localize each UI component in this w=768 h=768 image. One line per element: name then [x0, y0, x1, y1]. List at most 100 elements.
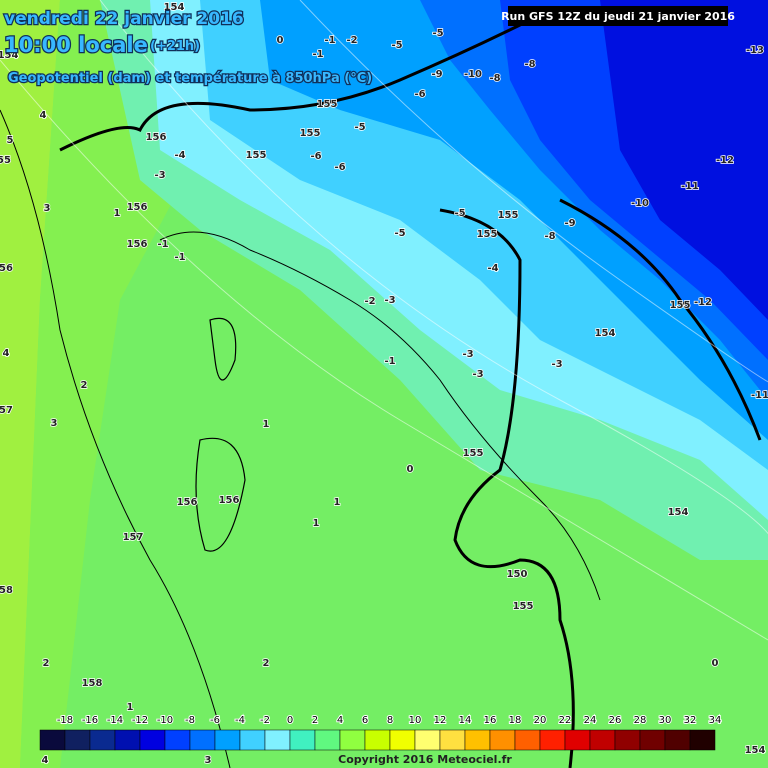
legend-label: 26 — [609, 715, 622, 726]
legend-label: -12 — [132, 715, 148, 726]
map-label: 1 — [114, 208, 121, 219]
legend-label: -8 — [185, 715, 195, 726]
map-label: 1 — [334, 497, 341, 508]
legend-label: -4 — [235, 715, 245, 726]
map-label: 5 — [7, 135, 14, 146]
legend-swatch — [414, 729, 441, 751]
legend-swatch — [189, 729, 216, 751]
map-label: -1 — [157, 239, 168, 250]
map-label: 58 — [0, 585, 13, 596]
legend-swatch — [89, 729, 116, 751]
legend-label: 34 — [709, 715, 722, 726]
legend-swatch — [614, 729, 641, 751]
map-label: 154 — [0, 50, 18, 61]
map-label: -5 — [394, 228, 405, 239]
legend-label: 32 — [684, 715, 697, 726]
map-label: 155 — [317, 99, 338, 110]
legend-label: 16 — [484, 715, 497, 726]
legend-label: 18 — [509, 715, 522, 726]
legend-label: -10 — [157, 715, 173, 726]
legend-swatch — [289, 729, 316, 751]
map-label: 155 — [513, 601, 534, 612]
field-warm2 — [20, 0, 300, 768]
legend-swatch — [139, 729, 166, 751]
legend-swatch — [164, 729, 191, 751]
map-label: -3 — [384, 295, 395, 306]
map-label: 2 — [263, 658, 270, 669]
offset: (+21h) — [150, 39, 200, 54]
legend-swatch — [264, 729, 291, 751]
legend-label: 4 — [337, 715, 343, 726]
map-label: -12 — [716, 155, 734, 166]
legend-swatch — [464, 729, 491, 751]
time-title: 10:00 locale — [4, 33, 148, 57]
map-label: -13 — [746, 45, 764, 56]
map-label: 155 — [463, 448, 484, 459]
map-label: 4 — [42, 755, 49, 766]
legend-label: 22 — [559, 715, 572, 726]
legend-label: -16 — [82, 715, 98, 726]
field-title: Geopotentiel (dam) et température à 850h… — [8, 71, 372, 86]
map-label: 57 — [0, 405, 13, 416]
map-label: 1 — [127, 702, 134, 713]
map-label: -11 — [751, 390, 768, 401]
map-label: -9 — [564, 218, 575, 229]
map-label: 156 — [146, 132, 167, 143]
map-label: 155 — [498, 210, 519, 221]
map-label: 154 — [164, 2, 185, 13]
legend-label: 20 — [534, 715, 547, 726]
legend-swatch — [514, 729, 541, 751]
map-label: -3 — [154, 170, 165, 181]
legend-label: -18 — [57, 715, 73, 726]
legend-swatch — [564, 729, 591, 751]
map-label: 3 — [205, 755, 212, 766]
map-label: 0 — [407, 464, 414, 475]
legend-swatch — [114, 729, 141, 751]
map-label: 154 — [745, 745, 766, 756]
contours — [0, 18, 762, 768]
map-label: -4 — [174, 150, 185, 161]
map-label: -8 — [544, 231, 555, 242]
map-label: -11 — [681, 181, 699, 192]
map-label: 155 — [300, 128, 321, 139]
map-label: 2 — [81, 380, 88, 391]
legend-label: 2 — [312, 715, 318, 726]
legend-label: -14 — [107, 715, 123, 726]
map-label: -5 — [432, 28, 443, 39]
map-label: 4 — [40, 110, 47, 121]
map-label: -1 — [174, 252, 185, 263]
legend-swatch — [214, 729, 241, 751]
map-label: 156 — [219, 495, 240, 506]
legend-swatch — [64, 729, 91, 751]
map-label: 156 — [127, 202, 148, 213]
map-label: -12 — [694, 297, 712, 308]
map-label: -1 — [312, 49, 323, 60]
map-label: -6 — [414, 89, 425, 100]
legend-swatch — [689, 729, 716, 751]
field-deepest — [600, 0, 768, 320]
map-label: -3 — [472, 369, 483, 380]
map-label: 154 — [668, 507, 689, 518]
legend-swatch — [364, 729, 391, 751]
legend-label: -6 — [210, 715, 220, 726]
legend-label: 28 — [634, 715, 647, 726]
legend-swatch — [314, 729, 341, 751]
map-label: -10 — [631, 198, 649, 209]
map-label: -3 — [462, 349, 473, 360]
map-label: -3 — [551, 359, 562, 370]
legend-swatch — [539, 729, 566, 751]
map-label: -5 — [391, 40, 402, 51]
map-label: 0 — [712, 658, 719, 669]
legend-swatch — [664, 729, 691, 751]
map-label: -8 — [489, 73, 500, 84]
map-label: 2 — [43, 658, 50, 669]
map-label: -1 — [324, 35, 335, 46]
map-label: -2 — [364, 296, 375, 307]
map-label: 55 — [0, 155, 11, 166]
legend-swatch — [389, 729, 416, 751]
map-label: 157 — [123, 532, 144, 543]
legend-label: 30 — [659, 715, 672, 726]
legend-label: 8 — [387, 715, 393, 726]
map-label: -9 — [431, 69, 442, 80]
